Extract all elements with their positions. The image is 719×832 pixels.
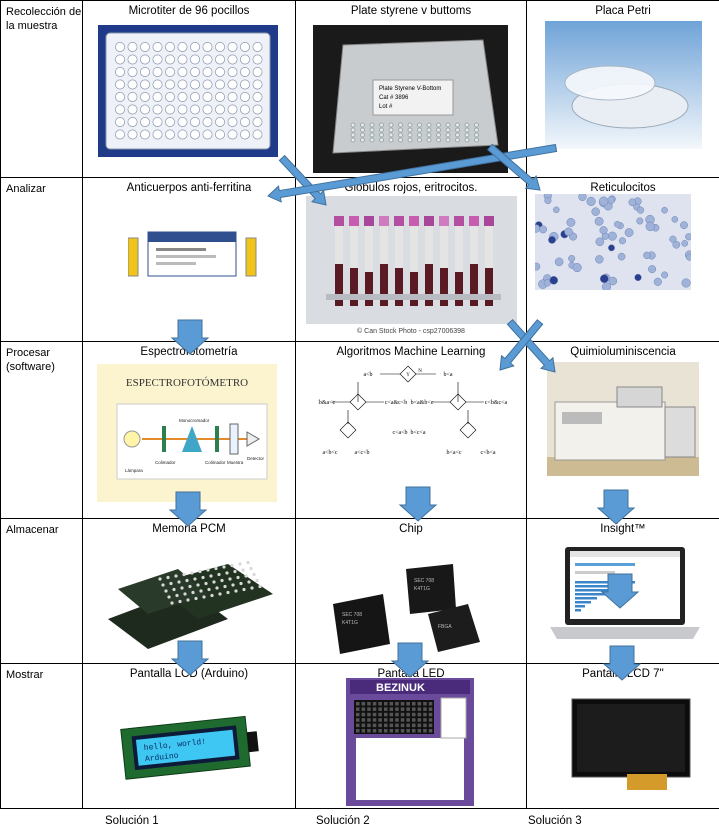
cell-title: Chip — [399, 523, 423, 535]
tree-node-label: b<a<c — [446, 450, 461, 456]
label-line: Plate Styrene V-Bottom — [379, 86, 441, 92]
decision-tree-diagram: a<b b<a a<b&a<c c<a&c<b b<a&b<c c<b&c<a … — [318, 365, 508, 456]
row-label-process: Procesar (software) — [0, 341, 83, 519]
cell-title: Anticuerpos anti-ferritina — [126, 182, 252, 194]
row-label-store: Almacenar — [0, 518, 83, 664]
cell-chemiluminescence: Quimioluminiscencia — [526, 341, 719, 519]
tree-node-label: a<b&a<c — [318, 400, 336, 406]
cell-microtiter: Microtiter de 96 pocillos — [82, 0, 296, 178]
tree-no-label: N — [418, 369, 422, 374]
styrene-plate-photo: Plate Styrene V-Bottom Cat # 3896 Lot # — [313, 25, 508, 173]
cell-chip: Chip SEC 708 K4T1G SEC 708 K4T1G FBGA — [295, 518, 527, 664]
cell-insight: Insight™ — [526, 518, 719, 664]
cell-petri: Placa Petri — [526, 0, 719, 178]
tree-node-label: a<c<b — [354, 450, 369, 456]
chip-marking: SEC 708 — [414, 578, 434, 584]
tree-node-label: b<a&b<c — [411, 400, 434, 406]
cell-title: Microtiter de 96 pocillos — [128, 5, 250, 17]
tree-node-label: c<a<b — [392, 430, 407, 436]
cell-title: Algoritmos Machine Learning — [336, 346, 486, 358]
cell-title: Glóbulos rojos, eritrocitos. — [344, 182, 478, 194]
analyzer-photo — [547, 362, 699, 476]
chip-marking: K4T1G — [342, 620, 358, 626]
stock-caption: © Can Stock Photo - csp27006398 — [357, 327, 465, 335]
cell-lcd-7inch: Pantalla LCD 7'' — [526, 663, 719, 809]
cell-red-blood-cells: Glóbulos rojos, eritrocitos. © Can Stock… — [295, 177, 527, 342]
chip-marking: K4T1G — [414, 586, 430, 592]
cell-ml-algorithms: Algoritmos Machine Learning a<b b<a a<b&… — [295, 341, 527, 519]
diagram-label: Colimador — [205, 460, 226, 465]
diagram-label: Monocromador — [179, 418, 210, 423]
cell-title: Insight™ — [600, 523, 646, 535]
cell-led-screen: Pantalla LED BEZINUK — [295, 663, 527, 809]
footer-solution-1: Solución 1 — [105, 815, 159, 827]
cell-pcm-memory: Memoria PCM — [82, 518, 296, 664]
tree-node-label: a<b — [363, 372, 372, 378]
blood-tubes-photo: © Can Stock Photo - csp27006398 — [306, 196, 517, 336]
cell-antibodies: Anticuerpos anti-ferritina — [82, 177, 296, 342]
led-panel-image: BEZINUK — [346, 678, 474, 806]
tree-yes-label: Y — [406, 373, 410, 378]
cell-title: Memoria PCM — [152, 523, 226, 535]
reticulocytes-micrograph — [535, 194, 691, 290]
tree-node-label: c<b&c<a — [485, 400, 508, 406]
diagram-label: Lámpara — [125, 468, 143, 473]
tree-node-label: b<c<a — [410, 430, 425, 436]
tree-node-label: c<b<a — [480, 450, 495, 456]
row-label-collection: Recolección de la muestra — [0, 0, 83, 178]
lcd-line-2: Arduino — [145, 752, 180, 764]
cell-title: Reticulocitos — [590, 182, 656, 194]
chip-marking: FBGA — [438, 624, 452, 630]
pcm-memory-chips-image — [108, 560, 273, 649]
cell-title: Placa Petri — [595, 5, 651, 17]
label-line: Lot # — [379, 104, 393, 110]
diagram-label: Detector — [247, 456, 265, 461]
tree-node-label: a<b<c — [322, 450, 337, 456]
cell-title: Quimioluminiscencia — [570, 346, 676, 358]
cell-title: Pantalla LCD 7'' — [582, 668, 664, 680]
footer-solution-3: Solución 3 — [528, 815, 582, 827]
microtiter-plate-image — [98, 25, 278, 157]
solutions-grid: Recolección de la muestra Microtiter de … — [0, 0, 719, 809]
petri-dish-image — [545, 21, 702, 149]
row-label-display: Mostrar — [0, 663, 83, 809]
cell-plate-styrene: Plate styrene v buttoms Plate Styrene V-… — [295, 0, 527, 178]
antibody-kit-image — [128, 231, 257, 277]
cell-title: Plate styrene v buttoms — [350, 5, 472, 17]
cell-title: Pantalla LCD (Arduino) — [129, 668, 249, 680]
label-line: Cat # 3896 — [379, 95, 409, 101]
cell-spectrophotometry: Espectrofotometría ESPECTROFOTÓMETRO Lám… — [82, 341, 296, 519]
tree-node-label: c<a&c<b — [385, 400, 407, 406]
tree-node-label: b<a — [443, 372, 452, 378]
diagram-label: Colimador — [155, 460, 176, 465]
lcd-7inch-image — [571, 698, 691, 790]
laptop-insight-image — [550, 547, 700, 639]
chip-image: SEC 708 K4T1G SEC 708 K4T1G FBGA — [333, 564, 480, 654]
diagram-label: Muestra — [227, 460, 244, 465]
spectrophotometer-diagram: ESPECTROFOTÓMETRO Lámpara Colimador Mono… — [97, 364, 277, 502]
chip-marking: SEC 708 — [342, 612, 362, 618]
lcd-arduino-image: hello, world! Arduino — [120, 715, 259, 780]
row-label-analyze: Analizar — [0, 177, 83, 342]
footer-solution-2: Solución 2 — [316, 815, 370, 827]
diagram-title: ESPECTROFOTÓMETRO — [126, 377, 248, 389]
led-brand: BEZINUK — [376, 682, 425, 694]
cell-title: Espectrofotometría — [140, 346, 238, 358]
cell-lcd-arduino: Pantalla LCD (Arduino) hello, world! Ard… — [82, 663, 296, 809]
cell-reticulocytes: Reticulocitos — [526, 177, 719, 342]
